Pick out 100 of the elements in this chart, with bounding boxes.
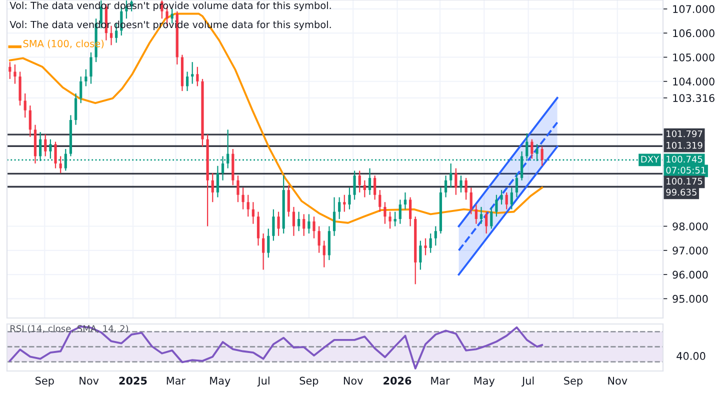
ref-line-label: 99.635 [666, 188, 696, 196]
x-tick-label: Nov [80, 376, 99, 385]
candlestick [186, 71, 189, 92]
candlestick [434, 226, 437, 246]
candlestick [464, 177, 468, 200]
candlestick [510, 187, 513, 210]
candlestick [515, 172, 518, 198]
x-tick-label: Sep [564, 376, 582, 387]
candlestick [252, 202, 254, 224]
ref-line-label: 101.319 [666, 142, 702, 149]
x-tick-label: Jul [522, 376, 534, 387]
candlestick [384, 202, 386, 224]
y-tick-label: 107.000 [673, 5, 714, 14]
candlestick [470, 187, 472, 215]
candlestick [256, 211, 260, 246]
candlestick [353, 170, 356, 200]
candlestick [409, 196, 412, 227]
candlestick [485, 211, 488, 234]
y-tick-label: 104.000 [673, 78, 714, 86]
candlestick [332, 196, 336, 236]
candlestick [262, 232, 265, 270]
x-tick-label: Jul [257, 376, 270, 387]
candlestick [80, 76, 82, 104]
text: 07:05:51 [666, 166, 706, 174]
candlestick [74, 92, 78, 126]
candlestick [216, 165, 220, 198]
candlestick [236, 174, 240, 203]
candlestick [460, 174, 462, 193]
candlestick [44, 134, 47, 157]
candlestick [297, 211, 300, 232]
ref-line-label: 100.745 [666, 156, 702, 163]
candlestick [246, 194, 250, 218]
candlestick [14, 64, 16, 84]
candlestick [450, 162, 452, 188]
candlestick [196, 66, 199, 87]
candlestick [394, 211, 396, 227]
y-tick-label: 105.000 [673, 53, 714, 62]
candlestick [348, 187, 351, 210]
candlestick [374, 174, 376, 200]
candlestick [28, 104, 32, 138]
x-tick-label: Sep [300, 376, 318, 387]
candlestick [242, 187, 244, 210]
candlestick [429, 232, 432, 254]
candlestick [54, 141, 57, 169]
candlestick [388, 211, 392, 230]
candlestick [398, 199, 402, 224]
candlestick [343, 194, 346, 212]
candlestick [490, 206, 493, 230]
y-tick-label: 95.000 [672, 294, 708, 303]
candlestick [272, 208, 275, 242]
y-tick-label: 106.000 [673, 29, 714, 38]
candlestick [292, 206, 296, 236]
x-tick-label: May [474, 376, 495, 387]
candlestick [277, 211, 280, 236]
ref-line-label: 101.797 [666, 130, 702, 138]
candlestick [318, 226, 320, 254]
candlestick [191, 62, 194, 84]
candlestick [378, 189, 382, 212]
candlestick [474, 204, 478, 224]
y-tick-label: 96.000 [672, 270, 708, 279]
candlestick [302, 214, 306, 236]
y-tick-label: 97.000 [672, 246, 708, 254]
text: 40.00 [676, 352, 706, 360]
candlestick [454, 168, 458, 196]
x-tick-label: 2026 [384, 376, 412, 385]
candlestick [49, 138, 52, 160]
y-tick-label: 98.000 [672, 222, 708, 230]
candlestick [495, 194, 498, 218]
candlestick [308, 214, 310, 234]
candlestick [368, 168, 372, 196]
y-tick-label: 103.316 [673, 94, 714, 102]
x-tick-label: Nov [344, 376, 363, 385]
x-tick-label: Mar [166, 376, 186, 385]
x-tick-label: Sep [36, 376, 54, 387]
candlestick [110, 25, 113, 46]
candlestick [211, 172, 214, 203]
candlestick [358, 170, 361, 193]
x-tick-label: May [210, 376, 230, 387]
candlestick [338, 196, 341, 220]
x-tick-label: Mar [431, 376, 450, 385]
x-tick-label: 2025 [119, 376, 147, 385]
x-tick-label: Nov [608, 376, 628, 385]
candlestick [419, 240, 422, 270]
candlestick [84, 68, 88, 87]
candlestick [322, 240, 326, 268]
annotation: DXY [641, 156, 660, 162]
candlestick [540, 146, 544, 166]
candlestick [363, 180, 366, 198]
candlestick [424, 238, 427, 256]
ref-line-label: 100.175 [666, 178, 702, 185]
candlestick [505, 192, 508, 210]
candlestick [480, 206, 483, 224]
candlestick [267, 228, 270, 258]
candlestick [500, 189, 503, 206]
candlestick [90, 52, 92, 84]
candlestick [287, 184, 290, 218]
candlestick [59, 156, 62, 174]
candlestick [404, 192, 407, 210]
candlestick [8, 62, 12, 80]
candlestick [444, 174, 448, 198]
